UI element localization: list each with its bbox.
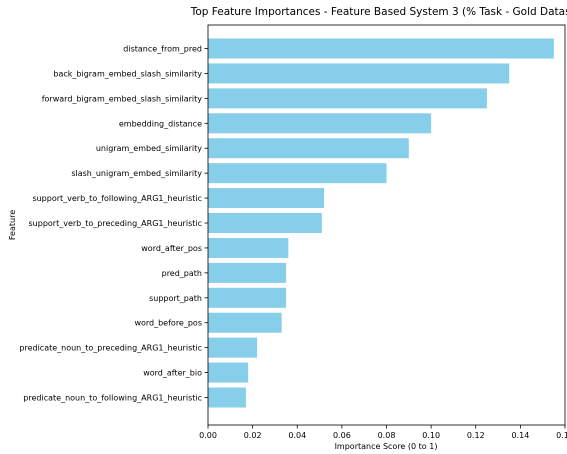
y-label-unigram_embed_similarity: unigram_embed_similarity: [96, 144, 202, 153]
x-tick-label-1: 0.02: [244, 431, 262, 440]
bar-unigram_embed_similarity: [208, 138, 409, 159]
y-label-word_after_pos: word_after_pos: [141, 244, 202, 253]
x-tick-label-5: 0.10: [422, 431, 440, 440]
y-label-word_after_bio: word_after_bio: [143, 369, 202, 378]
x-tick-label-8: 0.16: [556, 431, 567, 440]
x-tick-label-7: 0.14: [511, 431, 529, 440]
bar-slash_unigram_embed_similarity: [208, 163, 387, 184]
bar-support_path: [208, 287, 287, 308]
x-tick-label-6: 0.12: [467, 431, 485, 440]
bar-forward_bigram_embed_slash_similarity: [208, 88, 487, 109]
x-axis-label: Importance Score (0 to 1): [335, 442, 438, 451]
y-label-pred_path: pred_path: [162, 269, 202, 278]
bar-predicate_noun_to_preceding_ARG1_heuristic: [208, 337, 258, 358]
bar-word_after_pos: [208, 237, 289, 258]
x-tick-label-0: 0.00: [199, 431, 217, 440]
bar-pred_path: [208, 262, 287, 283]
bar-distance_from_pred: [208, 38, 554, 59]
y-label-predicate_noun_to_following_ARG1_heuristic: predicate_noun_to_following_ARG1_heurist…: [23, 394, 202, 403]
bar-word_after_bio: [208, 362, 249, 383]
chart-title: Top Feature Importances - Feature Based …: [190, 6, 567, 18]
y-tick-labels: distance_from_pred back_bigram_embed_slas…: [19, 45, 208, 403]
x-tick-label-3: 0.06: [333, 431, 351, 440]
y-label-distance_from_pred: distance_from_pred: [123, 45, 202, 54]
bar-support_verb_to_preceding_ARG1_heuristic: [208, 213, 322, 234]
y-label-slash_unigram_embed_similarity: slash_unigram_embed_similarity: [71, 169, 202, 178]
bar-word_before_pos: [208, 312, 282, 333]
bar-embedding_distance: [208, 113, 432, 134]
bar-back_bigram_embed_slash_similarity: [208, 63, 510, 84]
y-label-word_before_pos: word_before_pos: [134, 319, 202, 328]
y-label-forward_bigram_embed_slash_similarity: forward_bigram_embed_slash_similarity: [42, 94, 203, 103]
bar-predicate_noun_to_following_ARG1_heuristic: [208, 387, 246, 408]
y-label-predicate_noun_to_preceding_ARG1_heuristic: predicate_noun_to_preceding_ARG1_heurist…: [19, 344, 202, 353]
bars-group: [208, 38, 554, 408]
bar-support_verb_to_following_ARG1_heuristic: [208, 188, 325, 209]
y-label-back_bigram_embed_slash_similarity: back_bigram_embed_slash_similarity: [53, 69, 202, 78]
y-axis-label: Feature: [8, 210, 17, 240]
plot-frame: [207, 24, 566, 426]
y-label-support_verb_to_following_ARG1_heuristic: support_verb_to_following_ARG1_heuristic: [32, 194, 202, 203]
y-label-support_path: support_path: [149, 294, 202, 303]
x-tick-label-4: 0.08: [378, 431, 396, 440]
y-label-embedding_distance: embedding_distance: [119, 119, 202, 128]
x-tick-label-2: 0.04: [288, 431, 306, 440]
y-label-support_verb_to_preceding_ARG1_heuristic: support_verb_to_preceding_ARG1_heuristic: [29, 219, 202, 228]
x-tick-group: 0.00 0.02 0.04 0.06 0.08 0.10 0.12 0.14 0.16: [199, 425, 567, 440]
